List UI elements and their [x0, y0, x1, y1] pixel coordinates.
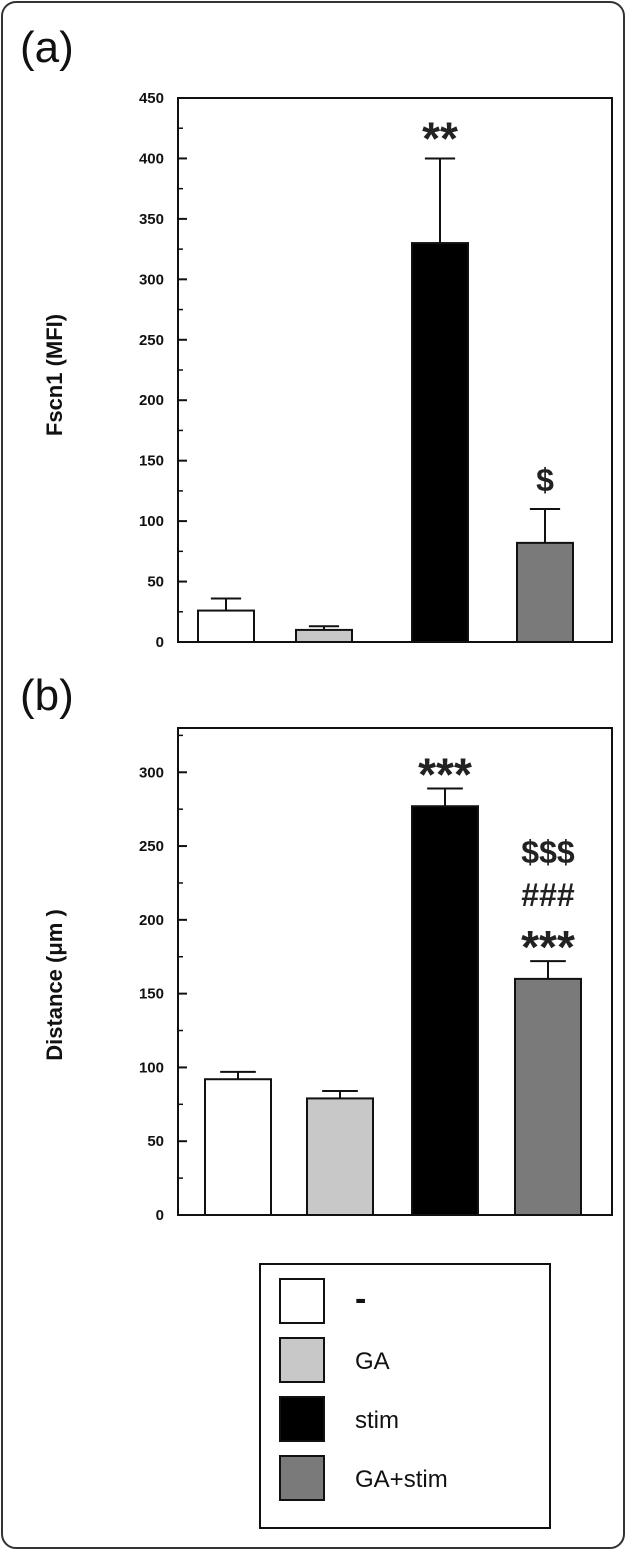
panel-a-y-tick-label: 50: [147, 574, 164, 591]
legend-label-ga-stim: GA+stim: [355, 1466, 448, 1493]
panel-b-plot: 0 50 100 150 200 250 300 *** $$$ ### ***: [139, 727, 613, 1224]
panel-b-y-tick-label: 50: [147, 1133, 164, 1150]
panel-b-annotation: ***: [521, 921, 575, 973]
panel-a-y-tick-label: 150: [139, 453, 164, 470]
panel-b-annotation: ***: [418, 749, 472, 801]
panel-a-y-axis-title: Fscn1 (MFI): [42, 314, 67, 436]
panel-a-y-tick-label: 300: [139, 271, 164, 288]
panel-a-bar-ga-stim: [516, 541, 574, 643]
panel-b: (b) Distance (μm ) 0 50 100 150 200 250 300 ***…: [20, 671, 613, 1224]
panel-b-annotation: $$$: [521, 834, 575, 870]
panel-a-y-tick-label: 450: [139, 90, 164, 107]
panel-b-plot-frame: [177, 727, 613, 1216]
panel-b-y-tick-label: 300: [139, 764, 164, 781]
panel-a-y-tick-label: 400: [139, 150, 164, 167]
panel-b-y-tick-label: 250: [139, 838, 164, 855]
legend: - GA stim GA+stim: [259, 1263, 551, 1529]
panel-a-annotation: **: [422, 112, 458, 164]
panel-a-bar-none: [197, 609, 255, 644]
panel-a-y-tick-label: 100: [139, 513, 164, 530]
panel-a-label: (a): [20, 23, 74, 72]
panel-b-bar-stim: [411, 805, 479, 1216]
legend-label-stim: stim: [355, 1407, 399, 1434]
panel-a-annotation: $: [536, 462, 554, 498]
legend-swatch-ga: [279, 1337, 325, 1383]
panel-b-y-axis-title: Distance (μm ): [42, 909, 67, 1061]
legend-swatch-ga-stim: [279, 1455, 325, 1501]
panel-a-y-tick-label: 200: [139, 392, 164, 409]
panel-b-y-tick-label: 0: [156, 1207, 164, 1224]
panel-b-y-tick-label: 150: [139, 986, 164, 1003]
panel-b-annotation: ###: [521, 877, 575, 913]
panel-a-bar-stim: [411, 242, 469, 643]
panel-a-y-tick-label: 350: [139, 211, 164, 228]
legend-label-none: -: [355, 1280, 366, 1318]
panel-a-plot: 0 50 100 150 200 250 300 350 400 450 ** $: [139, 90, 613, 651]
panel-a: (a) Fscn1 (MFI) 0 50 100 150 200 250 300 350 400…: [20, 23, 613, 651]
panel-b-bar-ga: [306, 1097, 374, 1217]
panel-a-y-tick-label: 250: [139, 332, 164, 349]
panel-b-y-tick-label: 200: [139, 912, 164, 929]
legend-swatch-stim: [279, 1396, 325, 1442]
panel-b-y-tick-label: 100: [139, 1059, 164, 1076]
legend-label-ga: GA: [355, 1348, 390, 1375]
panel-b-label: (b): [20, 671, 74, 720]
panel-b-bar-none: [204, 1078, 272, 1217]
panel-a-y-tick-label: 0: [156, 634, 164, 651]
legend-swatch-none: [279, 1278, 325, 1324]
panel-b-bar-ga-stim: [514, 977, 582, 1216]
panel-a-bar-ga: [295, 628, 353, 644]
